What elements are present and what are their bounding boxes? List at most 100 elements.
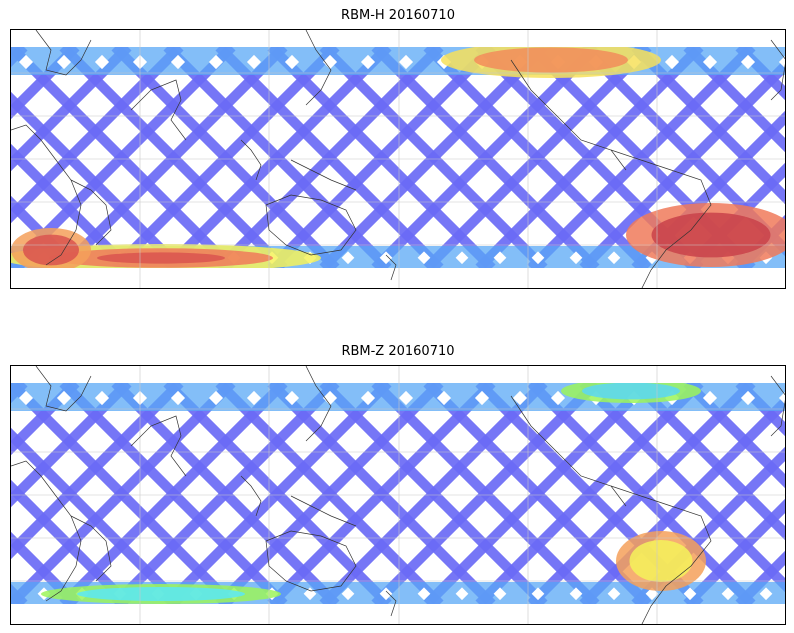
graticule [11,30,785,288]
swath-gap [94,390,110,406]
swath-descending [267,383,496,604]
swath-gap [740,390,756,406]
swath-gap [284,54,300,70]
swath-gap [322,54,338,70]
map-panel-top [10,29,786,289]
swath-ascending [683,383,785,489]
value-hotspot [582,383,680,400]
swath-descending [163,383,392,604]
swath-gap [474,390,490,406]
swath-ascending [11,531,80,604]
satellite-swaths [11,383,785,604]
swath-descending [579,58,785,268]
coastline-path [265,530,357,592]
swath-descending [319,383,548,604]
coastline-path [240,139,262,181]
swath-gap [56,390,72,406]
coastline-path [770,375,785,437]
swath-descending [475,47,704,268]
satellite-swaths [11,47,785,268]
swath-gap [341,251,355,265]
coastline-path [35,30,92,76]
swath-gap [455,587,469,601]
coastline-path [385,254,397,281]
swath-gap [740,54,756,70]
swath-gap [417,587,431,601]
value-hotspot [77,587,245,601]
map-panel-bottom [10,365,786,625]
swath-descending [527,47,756,268]
swath-gap [322,390,338,406]
swath-gap [246,390,262,406]
coastline-path [70,515,112,582]
swath-descending [371,47,600,268]
swath-descending [267,47,496,268]
swath-descending [527,383,756,604]
swath-gap [379,587,393,601]
swath-gap [398,390,414,406]
swath-gap [18,390,34,406]
swath-map-top [11,30,785,288]
value-hotspot [23,234,79,266]
coastline-path [305,366,332,442]
swath-gap [664,54,680,70]
swath-descending [11,383,184,560]
coastlines [11,30,785,288]
swath-descending [59,47,288,268]
swath-descending [319,47,548,268]
swath-descending [11,383,236,604]
swath-descending [11,383,132,508]
swath-descending [215,383,444,604]
swath-gap [702,54,718,70]
swath-descending [111,383,340,604]
coastline-path [385,590,397,617]
swath-descending [11,47,80,120]
coastline-path [770,39,785,101]
swath-gap [360,54,376,70]
swath-gap [702,390,718,406]
value-hotspot [651,212,771,258]
swath-descending [59,383,288,604]
coastline-path [130,79,187,141]
swath-ascending [735,383,785,437]
coastline-path [510,395,627,507]
panel-title-bottom: RBM-Z 20160710 [341,344,455,359]
coastline-path [610,149,712,288]
swath-gap [455,251,469,265]
graticule [11,366,785,624]
coastline-path [290,159,357,191]
swath-gap [208,390,224,406]
swath-gap [379,251,393,265]
panel-title-top: RBM-H 20160710 [341,8,455,23]
coastline-path [305,30,332,106]
swath-gap [550,390,566,406]
swath-gap [493,587,507,601]
coastline-path [610,485,712,624]
swath-descending [215,47,444,268]
swath-ascending [683,47,785,153]
swath-gap [778,54,785,70]
swath-gap [493,251,507,265]
coastline-path [35,366,92,412]
swath-descending [111,47,340,268]
swath-gap [284,390,300,406]
swath-descending [423,383,652,604]
swath-gap [436,390,452,406]
coastline-path [265,194,357,256]
swath-gap [170,390,186,406]
coastlines [11,366,785,624]
swath-descending [163,47,392,268]
coastline-path [290,495,357,527]
swath-gap [360,390,376,406]
swath-descending [475,383,704,604]
swath-map-bottom [11,366,785,624]
swath-descending [683,498,785,604]
swath-gap [417,251,431,265]
swath-gap [778,390,785,406]
swath-descending [423,47,652,268]
coastline-path [70,179,112,246]
coastline-path [510,59,627,171]
swath-descending [735,550,785,604]
swath-ascending [735,47,785,101]
value-hotspot [629,540,693,582]
